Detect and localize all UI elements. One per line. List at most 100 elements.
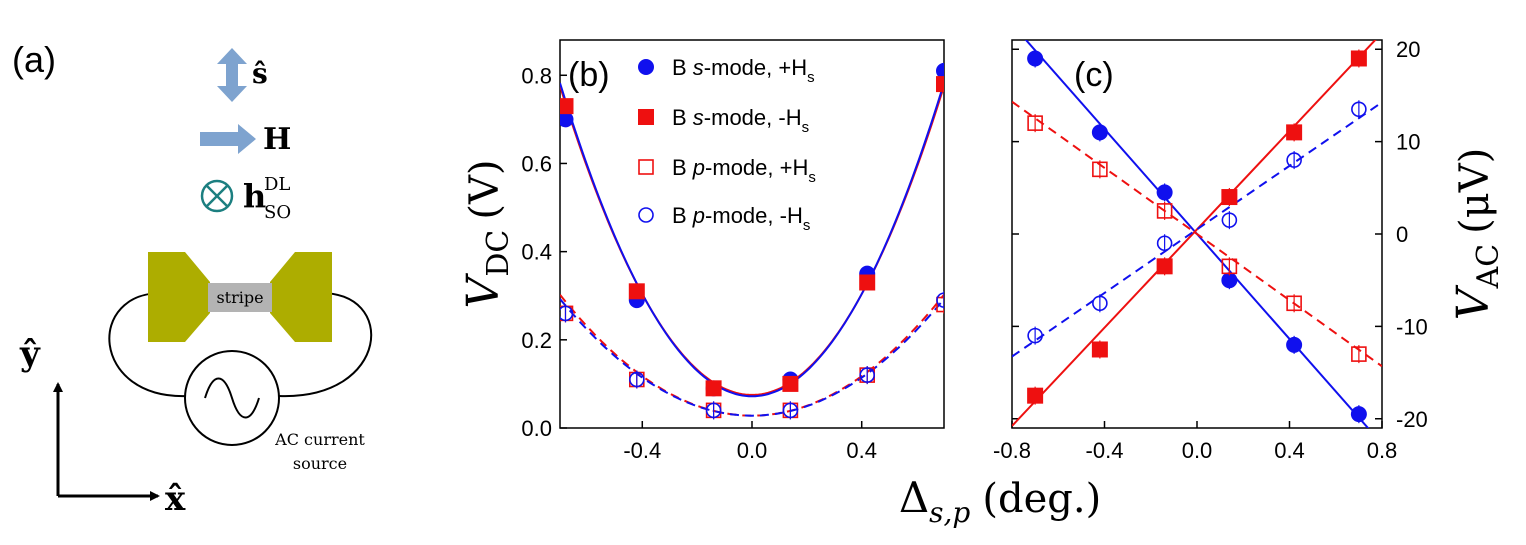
c-data-point: [1286, 295, 1302, 312]
b-data-point: [782, 375, 799, 392]
panel-c-chart: (c) -0.8 -0.4 0.0 0.4 0.8 -20 -10 0 10 20 VAC(μV): [993, 37, 1506, 463]
circuit-wiring: [108, 291, 373, 398]
legend-marker: [638, 59, 654, 75]
panel-b-data-points: [560, 62, 944, 420]
c-data-point: [1221, 189, 1238, 206]
panel-b-ylabel: VDC(V): [458, 160, 516, 309]
c-data-point: [1027, 387, 1044, 404]
c-fit-line: [1012, 40, 1377, 427]
legend-marker: [638, 207, 654, 223]
ac-source-icon: [184, 350, 280, 446]
c-ytick-label: -20: [1396, 407, 1428, 432]
s-hat-label: ŝ: [252, 57, 268, 90]
c-data-point: [1221, 272, 1238, 289]
c-ytick-label: 20: [1396, 37, 1420, 62]
panel-b-chart: (b) -0.4 0.0 0.4 0.0 0.2 0.4 0.6 0.8 B s-mode, …: [458, 39, 945, 463]
panel-b-fit-curves: [560, 82, 944, 417]
hso-dl-label: h DL SO: [243, 174, 295, 223]
c-data-point: [1221, 258, 1238, 275]
c-data-point: [1156, 235, 1173, 252]
c-data-point: [1351, 101, 1367, 118]
h-field-label: H: [263, 122, 291, 157]
b-data-point: [560, 305, 574, 322]
legend-entry-label: B s-mode, -Hs: [672, 105, 809, 136]
legend-marker: [638, 109, 654, 125]
b-data-point: [628, 371, 645, 388]
b-data-point: [560, 98, 574, 115]
b-data-point: [936, 76, 944, 93]
coordinate-axes: [53, 382, 160, 501]
c-fit-line: [1012, 100, 1382, 368]
c-ytick-label: 10: [1396, 130, 1420, 155]
b-fit-curve: [560, 294, 944, 417]
panel-b-legend: B s-mode, +Hs B s-mode, -Hs B p-mode, +Hs B…: [638, 55, 816, 234]
b-fit-curve: [560, 82, 944, 398]
panel-b-label: (b): [568, 56, 610, 94]
left-contact-pad: [148, 252, 210, 342]
b-xtick-label: -0.4: [623, 438, 661, 463]
panel-c-axes: -0.8 -0.4 0.0 0.4 0.8 -20 -10 0 10 20: [993, 37, 1428, 463]
c-data-point: [1027, 327, 1043, 344]
b-data-point: [936, 62, 944, 79]
c-data-point: [1156, 258, 1173, 275]
stripe-label: stripe: [216, 288, 263, 307]
b-data-point: [859, 367, 876, 383]
c-data-point: [1350, 406, 1367, 423]
b-data-point: [560, 111, 574, 128]
c-ytick-label: -10: [1396, 314, 1428, 339]
panel-c-data-points: [1027, 49, 1367, 424]
legend-entry-label: B p-mode, -Hs: [672, 203, 810, 234]
legend-entry-label: B p-mode, +Hs: [672, 155, 816, 186]
b-data-point: [936, 296, 944, 313]
panel-a-label: (a): [12, 39, 56, 80]
b-xtick-label: 0.4: [846, 438, 877, 463]
c-data-point: [1156, 184, 1173, 201]
panel-a-schematic: (a) ŝ H h DL SO str: [12, 39, 373, 519]
ac-source-label-line1: AC current: [274, 430, 365, 449]
b-xtick-label: 0.0: [737, 438, 768, 463]
c-data-point: [1027, 50, 1044, 67]
b-data-point: [936, 292, 944, 308]
c-xtick-label: 0.0: [1182, 438, 1213, 463]
panel-c-fit-lines: [1012, 40, 1382, 428]
b-data-point: [705, 380, 722, 397]
panel-c-label: (c): [1074, 56, 1114, 94]
c-data-point: [1091, 124, 1108, 141]
device-stripe: stripe: [148, 252, 332, 342]
b-ytick-label: 0.4: [521, 240, 552, 265]
right-contact-pad: [270, 252, 332, 342]
c-data-point: [1351, 346, 1367, 362]
c-data-point: [1027, 115, 1043, 131]
b-data-point: [628, 283, 645, 300]
c-data-point: [1092, 295, 1108, 312]
c-data-point: [1286, 124, 1303, 141]
c-data-point: [1091, 341, 1108, 358]
c-ytick-label: 0: [1396, 222, 1408, 247]
c-xtick-label: 0.4: [1274, 438, 1305, 463]
b-data-point: [859, 274, 876, 291]
b-ytick-label: 0.0: [521, 416, 552, 441]
s-direction-arrow-icon: [217, 48, 247, 102]
y-hat-label: ŷ: [19, 334, 41, 374]
legend-marker: [638, 159, 654, 175]
b-ytick-label: 0.8: [521, 63, 552, 88]
field-h-arrow-icon: [200, 124, 256, 154]
b-ytick-label: 0.2: [521, 328, 552, 353]
c-xtick-label: -0.4: [1086, 438, 1124, 463]
c-data-point: [1286, 152, 1302, 168]
c-data-point: [1092, 161, 1108, 178]
stripe-bar: [208, 283, 272, 312]
c-data-point: [1221, 212, 1238, 228]
b-data-point: [705, 402, 722, 419]
legend-entry-label: B s-mode, +Hs: [672, 55, 815, 86]
shared-x-axis-label: Δs,p (deg.): [899, 473, 1101, 529]
c-xtick-label: -0.8: [993, 438, 1031, 463]
x-hat-label: x̂: [165, 479, 186, 519]
c-data-point: [1286, 336, 1303, 353]
b-fit-curve: [560, 298, 944, 417]
b-ytick-label: 0.6: [521, 151, 552, 176]
c-xtick-label: 0.8: [1367, 438, 1398, 463]
b-data-point: [782, 402, 799, 419]
panel-b-axes: -0.4 0.0 0.4 0.0 0.2 0.4 0.6 0.8: [521, 63, 877, 463]
c-data-point: [1350, 50, 1367, 67]
